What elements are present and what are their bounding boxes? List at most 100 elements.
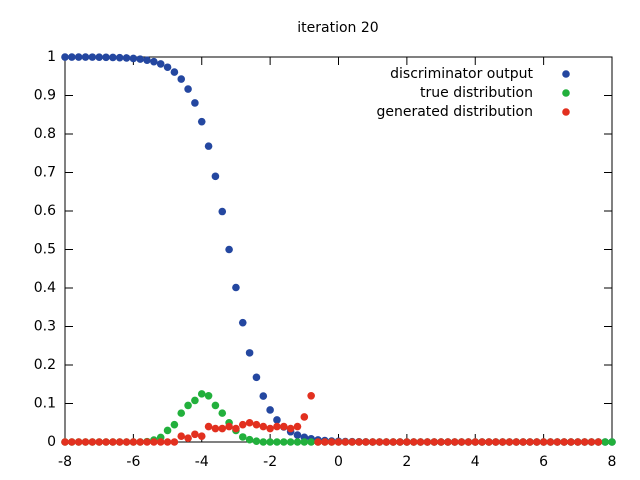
data-point xyxy=(430,438,439,446)
data-point xyxy=(81,53,90,61)
data-point xyxy=(546,438,555,446)
y-tick-label: 0 xyxy=(47,434,56,450)
data-point xyxy=(580,438,589,446)
data-point xyxy=(95,53,103,61)
data-point xyxy=(478,438,486,446)
data-point xyxy=(204,142,213,150)
data-point xyxy=(122,438,131,446)
y-tick-label: 0.6 xyxy=(34,203,56,219)
data-point xyxy=(362,438,370,446)
data-point xyxy=(560,438,568,446)
data-point xyxy=(273,438,281,446)
x-tick-label: -4 xyxy=(195,454,209,470)
data-point xyxy=(150,57,158,66)
data-point xyxy=(232,424,240,433)
data-point xyxy=(409,438,418,446)
data-point xyxy=(74,53,83,61)
data-point xyxy=(245,349,254,357)
data-point xyxy=(197,117,206,126)
data-point xyxy=(273,416,281,424)
data-point xyxy=(293,422,302,431)
data-point xyxy=(191,430,199,439)
data-point xyxy=(450,438,459,446)
data-point xyxy=(184,434,192,442)
data-point xyxy=(115,53,124,62)
y-tick-label: 1 xyxy=(47,49,56,65)
data-point xyxy=(129,54,138,63)
data-point xyxy=(204,422,213,431)
data-point xyxy=(88,438,97,446)
data-point xyxy=(567,438,575,446)
data-point xyxy=(177,432,186,441)
data-point xyxy=(252,420,261,429)
data-point xyxy=(259,422,268,431)
data-point xyxy=(512,438,521,446)
y-tick-label: 0.8 xyxy=(34,126,56,142)
data-point xyxy=(218,409,227,417)
data-point xyxy=(156,60,165,68)
data-point xyxy=(232,283,240,292)
data-point xyxy=(307,438,315,446)
data-point xyxy=(184,85,192,93)
data-point xyxy=(191,396,199,405)
data-point xyxy=(163,426,172,435)
data-point xyxy=(170,420,179,429)
data-point xyxy=(266,438,274,446)
data-point xyxy=(245,435,254,444)
data-point xyxy=(238,318,247,327)
data-point xyxy=(252,437,261,446)
data-point xyxy=(177,75,186,83)
data-point xyxy=(211,172,220,181)
legend-marker xyxy=(562,89,570,97)
data-point xyxy=(491,438,500,446)
data-point xyxy=(587,438,596,446)
y-tick-label: 0.5 xyxy=(34,242,56,258)
data-point xyxy=(211,424,220,433)
legend-label: true distribution xyxy=(420,85,533,101)
data-point xyxy=(403,438,411,446)
data-point xyxy=(143,438,151,446)
data-point xyxy=(136,438,145,446)
data-point xyxy=(553,438,562,446)
data-point xyxy=(129,438,138,446)
x-tick-label: 2 xyxy=(402,454,411,470)
data-point xyxy=(252,373,261,382)
data-point xyxy=(389,438,398,446)
data-point xyxy=(314,438,322,446)
data-point xyxy=(396,438,404,446)
data-point xyxy=(81,438,90,446)
data-point xyxy=(280,422,288,431)
data-point xyxy=(532,438,541,446)
data-point xyxy=(280,438,288,446)
data-point xyxy=(68,53,76,61)
x-tick-label: 0 xyxy=(334,454,343,470)
x-tick-label: -2 xyxy=(263,454,277,470)
data-point xyxy=(321,438,329,446)
data-point xyxy=(197,432,206,441)
data-point xyxy=(245,418,254,427)
y-tick-label: 0.3 xyxy=(34,319,56,335)
y-tick-label: 0.4 xyxy=(34,280,56,296)
data-point xyxy=(341,438,350,446)
y-tick-label: 0.1 xyxy=(34,396,56,412)
data-point xyxy=(143,56,151,64)
data-point xyxy=(505,438,514,446)
data-point xyxy=(348,438,356,446)
data-point xyxy=(102,53,110,62)
data-point xyxy=(156,438,165,446)
data-point xyxy=(163,438,172,446)
data-point xyxy=(122,54,131,62)
data-point xyxy=(191,99,199,107)
data-point xyxy=(539,438,548,446)
y-tick-label: 0.7 xyxy=(34,165,56,181)
data-point xyxy=(136,55,145,63)
x-tick-label: -8 xyxy=(58,454,72,470)
data-point xyxy=(423,438,432,446)
data-point xyxy=(109,53,117,62)
data-point xyxy=(293,431,302,439)
data-point xyxy=(286,438,295,446)
x-tick-label: 4 xyxy=(471,454,480,470)
chart-title: iteration 20 xyxy=(297,20,378,36)
data-point xyxy=(464,438,473,446)
